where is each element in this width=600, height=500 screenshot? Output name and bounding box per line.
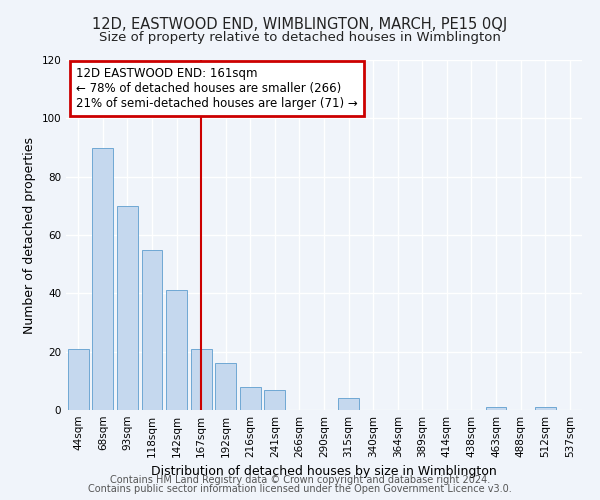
Bar (485, 407, 506, 410)
Bar (535, 407, 556, 410)
Bar (191, 349, 212, 410)
Text: 12D, EASTWOOD END, WIMBLINGTON, MARCH, PE15 0QJ: 12D, EASTWOOD END, WIMBLINGTON, MARCH, P… (92, 18, 508, 32)
X-axis label: Distribution of detached houses by size in Wimblington: Distribution of detached houses by size … (151, 466, 497, 478)
Text: 12D EASTWOOD END: 161sqm
← 78% of detached houses are smaller (266)
21% of semi-: 12D EASTWOOD END: 161sqm ← 78% of detach… (76, 67, 358, 110)
Bar (142, 250, 163, 410)
Bar (338, 398, 359, 410)
Bar (117, 206, 138, 410)
Bar (166, 290, 187, 410)
Bar (215, 364, 236, 410)
Bar (92, 148, 113, 410)
Text: Size of property relative to detached houses in Wimblington: Size of property relative to detached ho… (99, 31, 501, 44)
Text: Contains public sector information licensed under the Open Government Licence v3: Contains public sector information licen… (88, 484, 512, 494)
Bar (68, 349, 89, 410)
Bar (265, 390, 286, 410)
Text: Contains HM Land Registry data © Crown copyright and database right 2024.: Contains HM Land Registry data © Crown c… (110, 475, 490, 485)
Bar (240, 386, 261, 410)
Y-axis label: Number of detached properties: Number of detached properties (23, 136, 36, 334)
